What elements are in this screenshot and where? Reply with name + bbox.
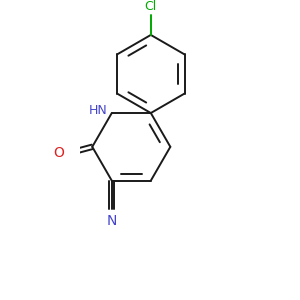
Text: Cl: Cl [145, 0, 157, 13]
Text: O: O [53, 146, 64, 161]
Text: HN: HN [89, 104, 108, 117]
Text: N: N [106, 214, 117, 227]
